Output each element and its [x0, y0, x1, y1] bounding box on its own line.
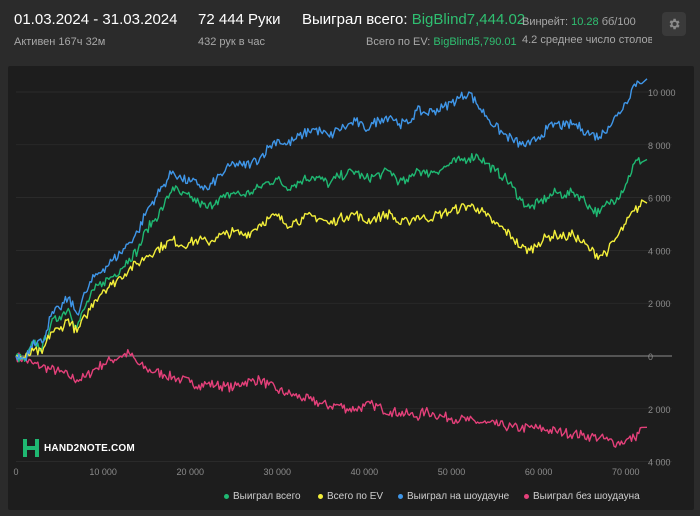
- won-total-value: BigBlind7,444.02: [411, 11, 526, 28]
- legend-dot: [524, 494, 529, 499]
- y-tick-label: 0: [648, 352, 653, 362]
- logo-text: HAND2NOTE.COM: [44, 442, 135, 454]
- y-tick-label: 4 000: [648, 246, 671, 256]
- won-total-label: Выиграл всего:: [302, 11, 408, 28]
- winrate-label: Винрейт:: [522, 16, 569, 28]
- legend-label: Всего по EV: [327, 491, 384, 502]
- x-tick-label: 20 000: [176, 467, 204, 477]
- y-tick-label: 2 000: [648, 405, 671, 415]
- ev-total-label: Всего по EV:: [366, 36, 431, 48]
- active-time: Активен 167ч 32м: [14, 36, 106, 48]
- y-tick-label: 2 000: [648, 299, 671, 309]
- avg-tables: 4.2 среднее число столов: [522, 34, 652, 46]
- logo-icon: [23, 439, 39, 457]
- ev-total-value: BigBlind5,790.01: [433, 36, 517, 48]
- winrate: Винрейт: 10.28 бб/100: [522, 16, 636, 28]
- legend-dot: [224, 494, 229, 499]
- legend-dot: [398, 494, 403, 499]
- date-range[interactable]: 01.03.2024 - 31.03.2024: [14, 11, 178, 28]
- legend: Выиграл всего Всего по EV Выиграл на шоу…: [220, 491, 660, 507]
- legend-item-ev[interactable]: Всего по EV: [318, 491, 383, 502]
- winrate-value: 10.28: [571, 16, 599, 28]
- hands-count: 72 444 Руки: [198, 11, 281, 28]
- x-tick-label: 40 000: [351, 467, 379, 477]
- y-tick-label: 6 000: [648, 194, 671, 204]
- series-line-no-showdown: [15, 349, 648, 448]
- series-line-won-total: [15, 152, 648, 363]
- legend-dot: [318, 494, 323, 499]
- hands-per-hour: 432 рук в час: [198, 36, 266, 48]
- y-tick-label: 10 000: [648, 88, 676, 98]
- settings-button[interactable]: [662, 12, 686, 36]
- x-tick-label: 0: [13, 467, 18, 477]
- legend-item-no-showdown[interactable]: Выиграл без шоудауна: [524, 491, 640, 502]
- gear-icon: [669, 18, 680, 30]
- legend-label: Выиграл всего: [233, 491, 301, 502]
- series-lines: [15, 78, 648, 448]
- x-tick-label: 60 000: [525, 467, 553, 477]
- x-axis: 0 10 000 20 000 30 000 40 000 50 000 60 000 70 …: [13, 467, 639, 477]
- legend-label: Выиграл без шоудауна: [533, 491, 640, 502]
- y-axis: 10 000 8 000 6 000 4 000 2 000 0 2 000 4 000: [648, 88, 676, 468]
- header: 01.03.2024 - 31.03.2024 Активен 167ч 32м…: [0, 0, 700, 60]
- y-tick-label: 4 000: [648, 458, 671, 468]
- y-tick-label: 8 000: [648, 141, 671, 151]
- ev-total: Всего по EV: BigBlind5,790.01: [366, 36, 517, 48]
- x-tick-label: 70 000: [612, 467, 640, 477]
- x-tick-label: 30 000: [264, 467, 292, 477]
- hand2note-logo: HAND2NOTE.COM: [22, 438, 135, 458]
- x-tick-label: 10 000: [89, 467, 117, 477]
- legend-item-won-total[interactable]: Выиграл всего: [224, 491, 301, 502]
- series-line-ev: [16, 199, 648, 360]
- won-total: Выиграл всего: BigBlind7,444.02: [302, 11, 525, 28]
- legend-label: Выиграл на шоудауне: [407, 491, 510, 502]
- x-tick-label: 50 000: [438, 467, 466, 477]
- legend-item-showdown[interactable]: Выиграл на шоудауне: [398, 491, 509, 502]
- winrate-unit: бб/100: [601, 16, 636, 28]
- series-line-showdown: [15, 78, 648, 361]
